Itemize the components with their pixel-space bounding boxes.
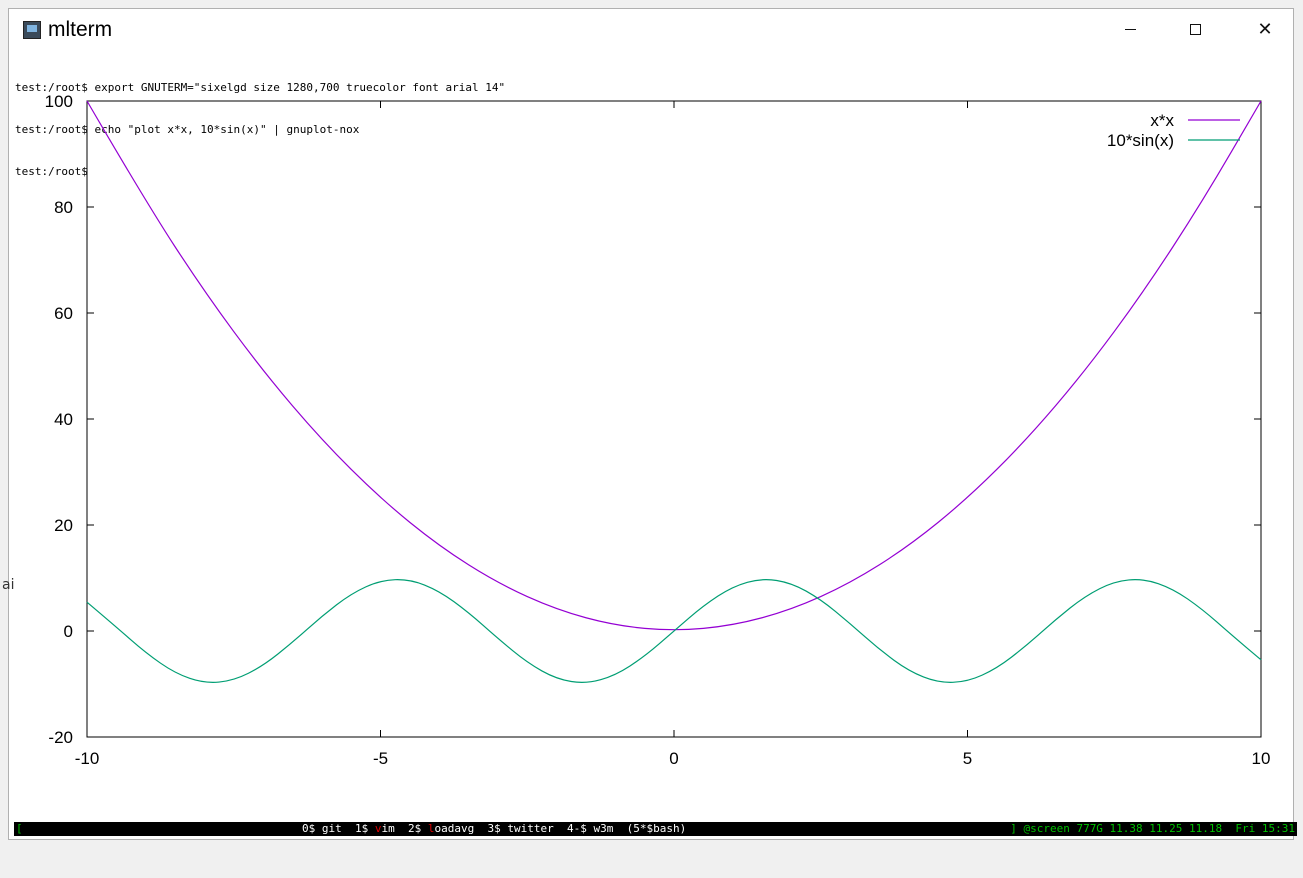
screen-window-item: 3$ twitter bbox=[487, 822, 554, 835]
x-tick-label: -10 bbox=[75, 749, 100, 768]
y-tick-label: 60 bbox=[54, 304, 73, 323]
screen-window-item: 0$ git bbox=[302, 822, 342, 835]
y-tick-label: 100 bbox=[45, 92, 73, 111]
y-tick-label: 80 bbox=[54, 198, 73, 217]
screen-window-item: 2$ loadavg bbox=[408, 822, 475, 835]
x-tick-label: 5 bbox=[963, 749, 972, 768]
title-bar[interactable]: mlterm ✕ bbox=[9, 9, 1293, 53]
screen-window-item: 1$ vim bbox=[355, 822, 395, 835]
terminal-icon bbox=[23, 21, 41, 39]
mlterm-window: mlterm ✕ test:/root$ export GNUTERM="six… bbox=[8, 8, 1294, 840]
x-tick-label: 10 bbox=[1252, 749, 1271, 768]
terminal-line: test:/root$ export GNUTERM="sixelgd size… bbox=[15, 81, 506, 94]
terminal-output[interactable]: test:/root$ export GNUTERM="sixelgd size… bbox=[15, 53, 1287, 178]
status-left-bracket: [ bbox=[16, 822, 23, 835]
legend-entry-label: x*x bbox=[1150, 111, 1174, 130]
maximize-button[interactable] bbox=[1172, 9, 1218, 49]
y-tick-label: 40 bbox=[54, 410, 73, 429]
plot-border bbox=[86, 100, 1262, 738]
series-line-0 bbox=[86, 100, 1262, 631]
close-button[interactable]: ✕ bbox=[1242, 9, 1288, 49]
gnuplot-chart: -20 0 20 40 60 80 100 -10 -5 0 5 10 x*x10*sin(x) bbox=[45, 92, 1271, 768]
x-tick-label: 0 bbox=[669, 749, 678, 768]
y-tick-label: 20 bbox=[54, 516, 73, 535]
minimize-button[interactable] bbox=[1107, 9, 1153, 49]
side-edge-glyph: ai bbox=[2, 577, 15, 593]
screen-status-bar: [ 0$ git 1$ vim 2$ loadavg 3$ twitter 4-… bbox=[14, 822, 1297, 836]
x-tick-label: -5 bbox=[373, 749, 388, 768]
screen-window-item: 4-$ w3m bbox=[566, 822, 614, 835]
terminal-line: test:/root$ bbox=[15, 165, 88, 178]
screen-window-item: (5*$bash) bbox=[626, 822, 687, 835]
status-window-list: 0$ git 1$ vim 2$ loadavg 3$ twitter 4-$ … bbox=[302, 822, 686, 836]
terminal-line: test:/root$ echo "plot x*x, 10*sin(x)" |… bbox=[15, 123, 360, 136]
legend-entry-label: 10*sin(x) bbox=[1107, 131, 1174, 150]
y-tick-label: -20 bbox=[48, 728, 73, 747]
y-tick-label: 0 bbox=[64, 622, 73, 641]
close-icon: ✕ bbox=[1257, 18, 1273, 40]
status-right-info: ] @screen 777G 11.38 11.25 11.18 Fri 15:… bbox=[1010, 822, 1295, 835]
series-line-1 bbox=[86, 579, 1262, 683]
window-title: mlterm bbox=[48, 18, 113, 41]
minimize-icon bbox=[1124, 28, 1136, 30]
maximize-icon bbox=[1189, 23, 1201, 35]
